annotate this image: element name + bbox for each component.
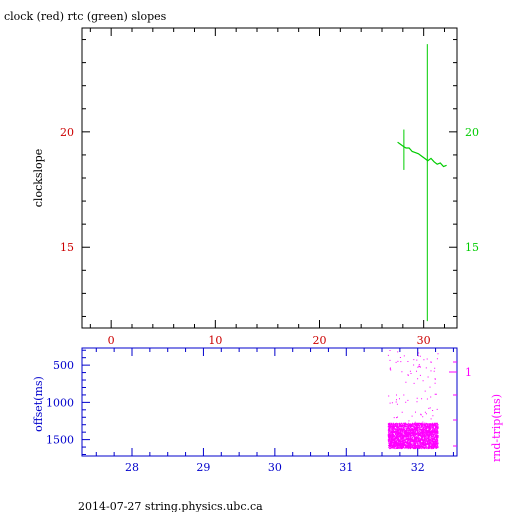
bottom-y-tick-label-left: 1000 [46, 396, 74, 409]
bottom-series-layer [387, 350, 439, 450]
bottom-y-tick-label-left: 1500 [46, 434, 74, 447]
bottom-x-tick-label: 29 [196, 461, 210, 474]
bottom-x-tick-label: 32 [411, 461, 425, 474]
top-x-tick-label: 30 [417, 334, 431, 347]
top-series-layer [397, 44, 447, 322]
top-x-tick-label: 10 [208, 334, 222, 347]
bottom-y-tick-label-right: 1 [465, 366, 472, 379]
bottom-x-tick-label: 28 [125, 461, 139, 474]
bottom-x-tick-label: 30 [268, 461, 282, 474]
top-y-tick-label-right: 20 [465, 126, 479, 139]
rtc-slope-line [397, 141, 447, 168]
bottom-y-tick-label-left: 500 [53, 359, 74, 372]
offset-sparse-points [387, 350, 439, 424]
footer-text: 2014-07-27 string.physics.ubc.ca [78, 500, 263, 512]
top-y-tick-label-left: 15 [60, 241, 74, 254]
top-axis-ticks [82, 28, 457, 328]
top-x-tick-label: 0 [108, 334, 115, 347]
top-y-axis-label: clockslope [32, 149, 45, 207]
top-y-tick-label-left: 20 [60, 126, 74, 139]
top-panel: 0 10 20 30 15 20 15 20 clockslope [32, 27, 479, 347]
bottom-x-tick-label: 31 [339, 461, 353, 474]
bottom-panel: 28 29 30 31 32 500 1000 1500 1 offset(ms) rnd-tr… [32, 347, 503, 474]
offset-dense-band [387, 422, 439, 450]
bottom-axis-ticks [82, 348, 457, 456]
top-axis-labels: 0 10 20 30 15 20 15 20 [60, 126, 479, 347]
top-x-tick-label: 20 [313, 334, 327, 347]
bottom-left-y-axis-label: offset(ms) [32, 376, 45, 432]
top-y-tick-label-right: 15 [465, 241, 479, 254]
bottom-right-y-axis-label: rnd-trip(ms) [490, 394, 503, 462]
bottom-axis-labels: 28 29 30 31 32 500 1000 1500 1 [46, 359, 472, 474]
chart-title: clock (red) rtc (green) slopes [4, 10, 167, 23]
